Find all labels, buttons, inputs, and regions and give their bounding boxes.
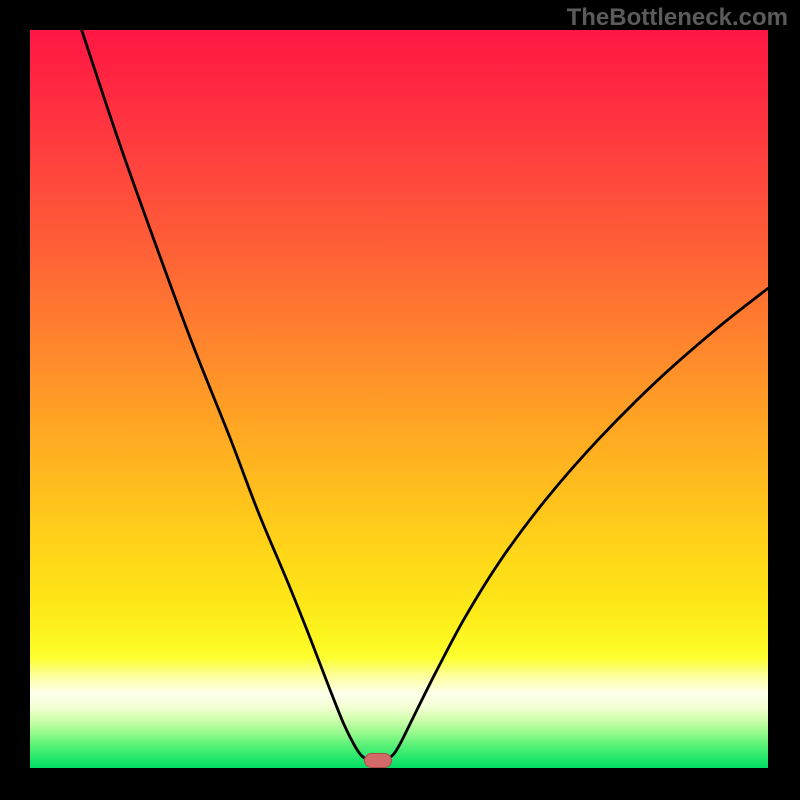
bottleneck-curve <box>82 30 768 760</box>
curve-layer <box>0 0 800 800</box>
bottleneck-marker <box>364 753 393 768</box>
chart-container: TheBottleneck.com <box>0 0 800 800</box>
